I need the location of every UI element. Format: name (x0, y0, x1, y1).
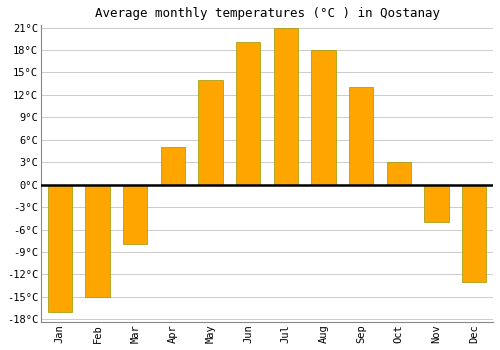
Bar (312, 50, 336, 184)
Bar (462, 184, 486, 282)
Bar (85, 184, 110, 297)
Bar (236, 42, 260, 184)
Bar (198, 80, 222, 184)
Bar (349, 88, 374, 184)
Title: Average monthly temperatures (°C ) in Qostanay: Average monthly temperatures (°C ) in Qo… (94, 7, 440, 20)
Bar (160, 147, 185, 184)
Bar (274, 28, 298, 184)
Bar (123, 184, 148, 244)
Bar (48, 184, 72, 312)
Bar (386, 162, 411, 184)
Bar (424, 184, 449, 222)
